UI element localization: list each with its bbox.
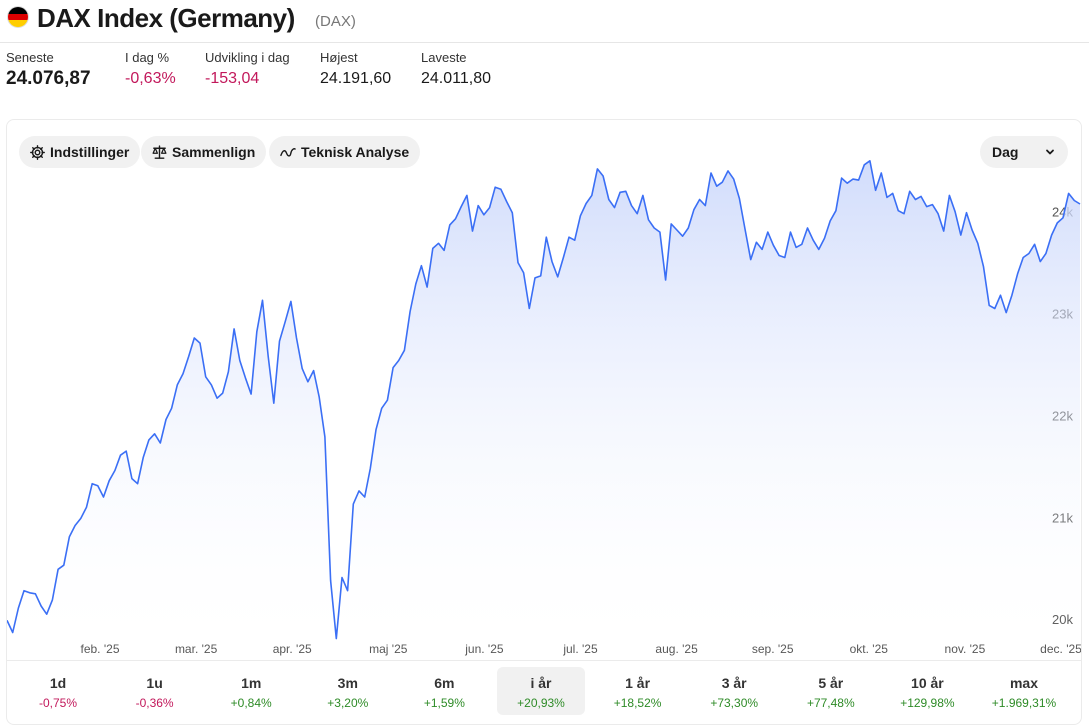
range-change: +3,20% <box>327 696 369 710</box>
stat-value: 24.191,60 <box>320 70 392 87</box>
settings-button[interactable]: Indstillinger <box>19 136 141 168</box>
stat-label: Laveste <box>421 50 467 65</box>
range-option[interactable]: 6m +1,59% <box>400 667 488 715</box>
range-change: +77,48% <box>806 696 855 710</box>
range-label: max <box>1009 675 1039 691</box>
range-label: 6m <box>434 675 455 691</box>
stat-value: -153,04 <box>205 70 260 87</box>
range-change: +73,30% <box>710 696 759 710</box>
range-option[interactable]: max +1.969,31% <box>980 667 1068 715</box>
technical-analysis-label: Teknisk Analyse <box>301 144 410 160</box>
range-option[interactable]: i år +20,93% <box>497 667 585 715</box>
range-change: -0,75% <box>38 696 78 710</box>
ticker-symbol: (DAX) <box>315 13 356 30</box>
range-change: +1,59% <box>423 696 465 710</box>
range-change: +20,93% <box>517 696 565 710</box>
settings-label: Indstillinger <box>50 144 130 160</box>
stat-value: -0,63% <box>125 70 176 87</box>
range-option[interactable]: 1u -0,36% <box>111 667 199 715</box>
quote-stats: Seneste 24.076,87 I dag % -0,63% Udvikli… <box>0 48 1089 98</box>
compare-label: Sammenlign <box>172 144 256 160</box>
range-option[interactable]: 3m +3,20% <box>304 667 392 715</box>
stat-today-change: Udvikling i dag -153,04 <box>205 48 290 88</box>
interval-select[interactable]: Dag <box>980 136 1068 168</box>
stat-last: Seneste 24.076,87 <box>6 48 91 90</box>
trend-line-icon <box>280 147 296 157</box>
stat-high: Højest 24.191,60 <box>320 48 391 88</box>
price-area-fill <box>7 160 1080 660</box>
range-change: +18,52% <box>613 696 662 710</box>
page-header: DAX Index (Germany) (DAX) <box>0 0 1089 43</box>
range-option[interactable]: 5 år +77,48% <box>787 667 875 715</box>
compare-button[interactable]: Sammenlign <box>141 136 267 168</box>
range-selector: 1d -0,75% 1u -0,36% 1m +0,84% 3m +3,20% 6m +1,59%… <box>7 660 1081 724</box>
range-label: 1d <box>49 675 67 691</box>
range-label: 3m <box>337 675 358 691</box>
stat-today-pct: I dag % -0,63% <box>125 48 176 88</box>
range-change: +0,84% <box>230 696 272 710</box>
range-label: 1m <box>241 675 262 691</box>
stat-low: Laveste 24.011,80 <box>421 48 491 88</box>
stat-label: Udvikling i dag <box>205 50 290 65</box>
germany-flag-icon <box>8 7 28 27</box>
range-option[interactable]: 1 år +18,52% <box>594 667 682 715</box>
range-change: +129,98% <box>900 696 955 710</box>
stat-label: Seneste <box>6 50 54 65</box>
price-chart[interactable]: 20k21k22k23k24k feb. '25mar. '25apr. '25… <box>7 120 1081 660</box>
range-label: 5 år <box>818 675 844 691</box>
range-option[interactable]: 1m +0,84% <box>207 667 295 715</box>
range-change: -0,36% <box>135 696 174 710</box>
range-label: 3 år <box>721 675 747 691</box>
range-option[interactable]: 1d -0,75% <box>14 667 102 715</box>
range-label: 1 år <box>625 675 651 691</box>
price-line <box>7 160 1081 640</box>
range-label: i år <box>530 675 552 691</box>
gear-icon <box>30 144 45 160</box>
range-label: 1u <box>146 675 163 691</box>
range-change: +1.969,31% <box>991 696 1057 710</box>
stat-value: 24.011,80 <box>421 70 491 87</box>
page-title: DAX Index (Germany) <box>37 3 295 33</box>
stat-label: I dag % <box>125 50 170 65</box>
range-option[interactable]: 3 år +73,30% <box>690 667 778 715</box>
stat-label: Højest <box>320 50 358 65</box>
range-option[interactable]: 10 år +129,98% <box>883 667 971 715</box>
chart-card: 20k21k22k23k24k feb. '25mar. '25apr. '25… <box>6 119 1082 725</box>
scale-icon <box>152 144 167 159</box>
range-label: 10 år <box>911 675 944 691</box>
stat-value: 24.076,87 <box>6 68 91 89</box>
technical-analysis-button[interactable]: Teknisk Analyse <box>269 136 421 168</box>
interval-value: Dag <box>992 144 1019 160</box>
chevron-down-icon <box>1046 149 1054 155</box>
